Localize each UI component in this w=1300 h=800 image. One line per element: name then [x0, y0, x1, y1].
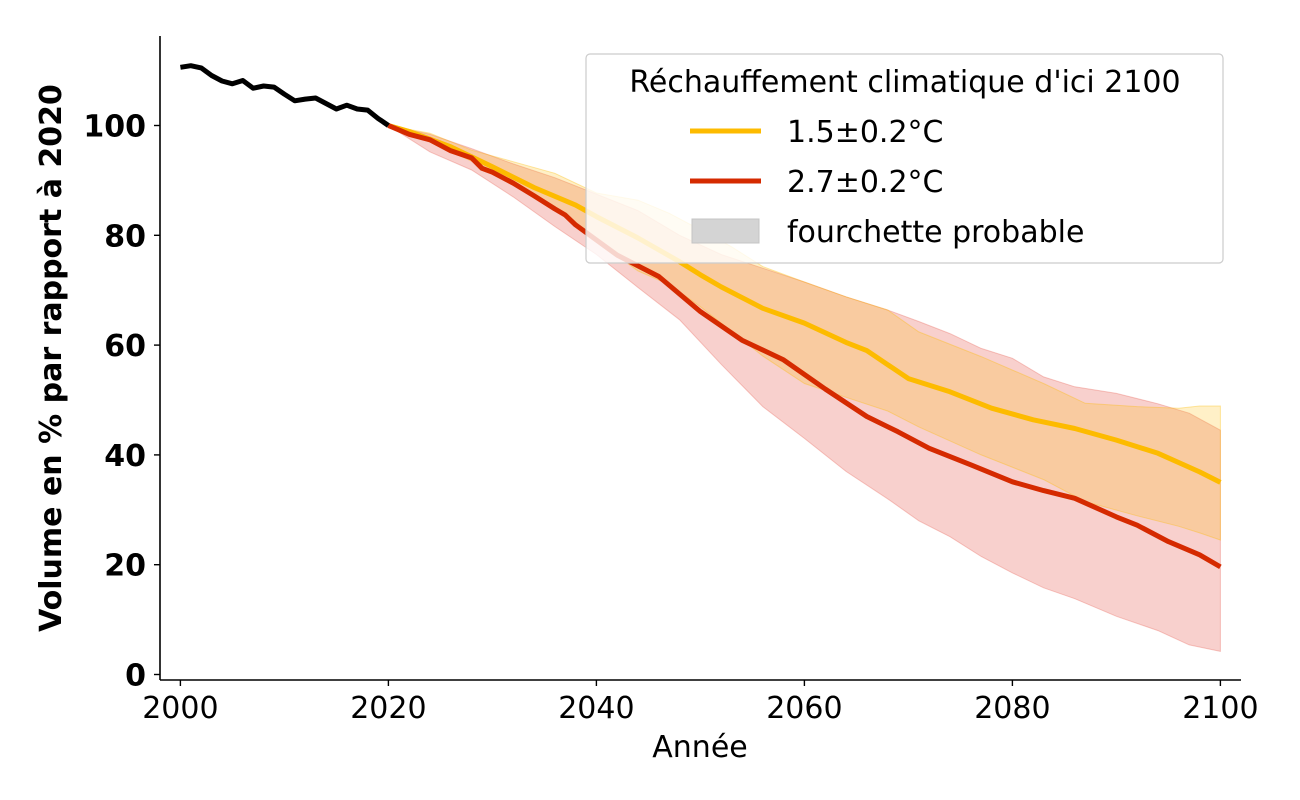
y-ticks: 0 20 40 60 80 100: [83, 110, 160, 694]
x-tick-label: 2020: [350, 691, 426, 726]
legend-frame: [585, 53, 1224, 264]
y-tick-label: 40: [104, 439, 146, 474]
x-tick-label: 2080: [974, 691, 1050, 726]
legend-label-range: fourchette probable: [787, 215, 1084, 250]
x-tick-label: 2100: [1182, 691, 1258, 726]
legend: Réchauffement climatique d'ici 2100 1.5±…: [585, 53, 1224, 264]
line-historical: [180, 63, 390, 128]
x-tick-label: 2060: [766, 691, 842, 726]
legend-patch-range: [691, 218, 760, 244]
legend-label-2-7: 2.7±0.2°C: [787, 165, 944, 200]
line-2-7: [387, 123, 1222, 570]
legend-label-1-5: 1.5±0.2°C: [787, 115, 944, 150]
legend-title: Réchauffement climatique d'ici 2100: [629, 65, 1180, 100]
x-axis-title: Année: [652, 730, 747, 765]
y-tick-label: 100: [83, 110, 146, 145]
y-axis-title: Volume en % par rapport à 2020: [34, 84, 69, 632]
y-tick-label: 0: [125, 659, 146, 694]
x-tick-label: 2000: [142, 691, 218, 726]
x-ticks: 2000 2020 2040 2060 2080 2100: [142, 680, 1259, 726]
x-tick-label: 2040: [558, 691, 634, 726]
y-tick-label: 60: [104, 329, 146, 364]
y-tick-label: 80: [104, 219, 146, 254]
y-tick-label: 20: [104, 549, 146, 584]
line-1-5: [387, 123, 1222, 485]
series-lines: [180, 63, 1222, 570]
